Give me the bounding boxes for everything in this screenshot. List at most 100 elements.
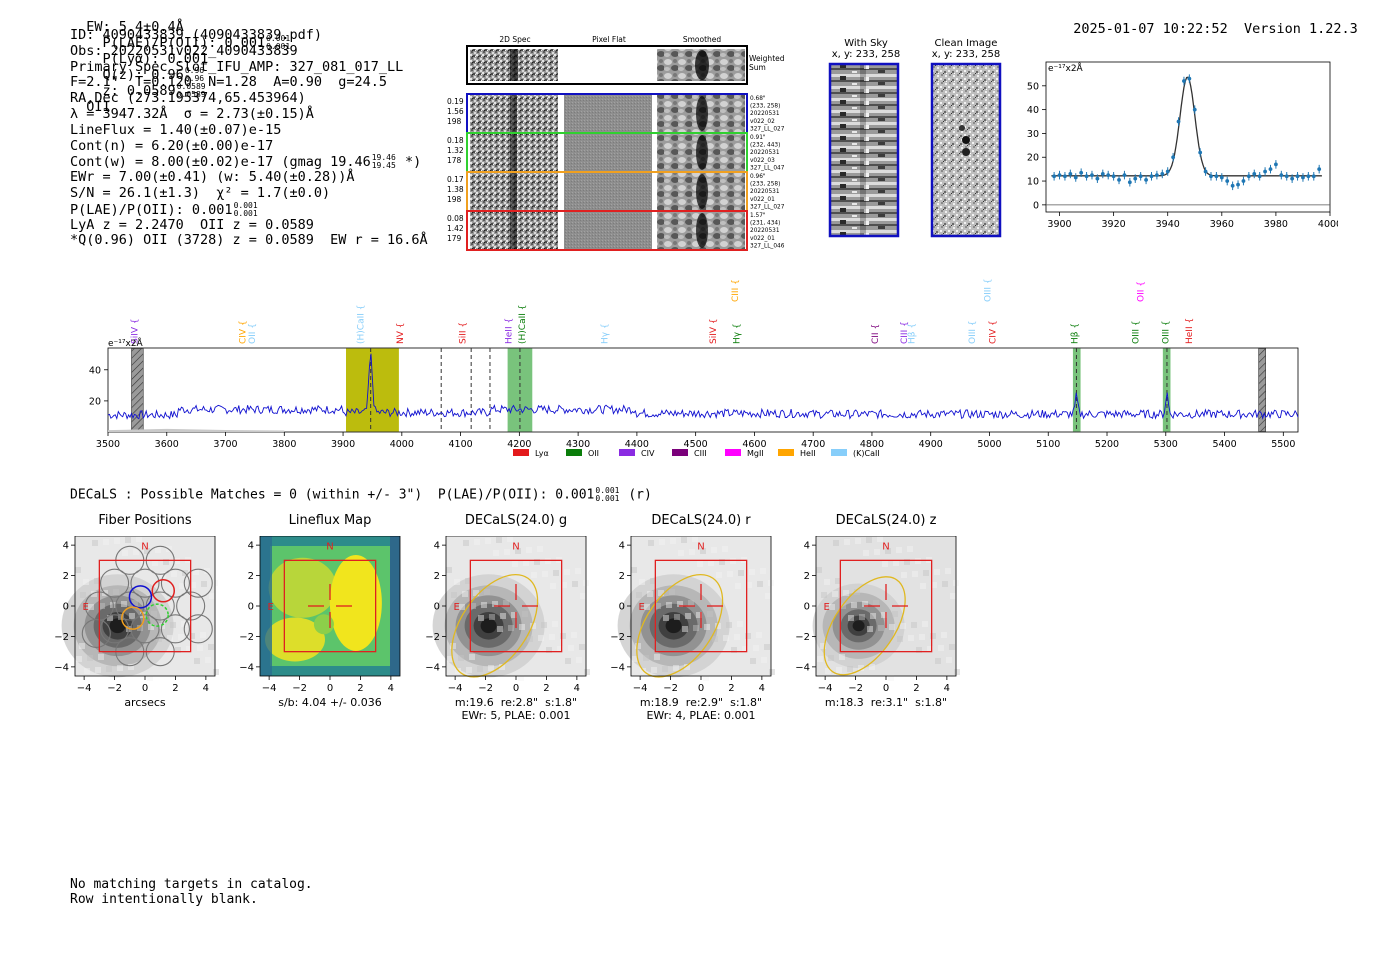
fit-data-point [1165,167,1170,176]
decals-search-box [839,559,933,653]
spec2d-row-meta: (231, 434) [750,221,780,227]
decals-search-box [98,559,192,653]
info-plae: P(LAE)/P(OII): 0.001 0.001 0.001 [70,200,258,218]
spec2d-col-label-2d: 2D Spec [499,35,530,44]
decals-x-tick-label: 0 [142,683,148,694]
fit-data-point [1203,167,1208,176]
decals-panel-caption-2: EWr: 4, PLAE: 0.001 [646,709,756,722]
decals-y-tick-label: 2 [434,571,440,582]
decals-panel-caption: arcsecs [124,696,166,709]
spec2d-row-stat: 198 [447,195,462,204]
spectrum-legend-item: CIV [619,449,655,458]
spectrum-line-label: SiII { [458,322,468,344]
spectrum-line-label: HeII { [1185,318,1195,344]
fit-y-tick-label: 10 [1027,177,1039,188]
spec2d-row-stat: 1.42 [447,224,464,233]
decals-panel-caption: s/b: 4.04 +/- 0.036 [278,696,382,709]
info-radec: RA,Dec (273.195374,65.453964) [70,90,306,107]
spectrum-x-tick-label: 5500 [1271,439,1295,450]
spec2d-row-meta: 20220531 [750,228,780,234]
fit-data-point [1290,174,1295,183]
fiber-circle [100,568,130,598]
decals-x-tick-label: −4 [818,683,833,694]
decals-panel-image: N E −4 −4 −2 −2 0 0 2 2 4 4 [425,536,590,694]
spectrum-masked-band [1258,348,1266,432]
fit-chart-frame [1045,61,1331,213]
fiber-circle [160,614,190,644]
fit-data-point [1295,172,1300,181]
spectrum-x-tick-label: 3800 [272,439,296,450]
fit-data-point [1127,177,1132,187]
spectrum-line-label: SiIV { [709,318,719,344]
footer-notes: No matching targets in catalog. Row inte… [70,877,313,907]
spectrum-line-label: (H)CaII { [357,305,367,345]
fiber-green [145,603,169,627]
decals-aperture-ellipse [451,573,539,678]
spec2d-row-stat: 179 [447,234,462,243]
spec2d-panel: 2D Spec Pixel Flat Smoothed Weighted Sum … [447,35,785,251]
fit-data-point [1187,74,1192,83]
fit-data-point [1084,172,1089,181]
spec2d-row-meta: (233, 258) [750,182,780,188]
decals-panel-title: DECaLS(24.0) z [835,513,937,528]
north-label: N [882,542,889,553]
svg-text:HeII: HeII [800,449,816,458]
svg-text:OII: OII [588,449,599,458]
fit-data-point [1311,172,1316,181]
spectrum-x-tick-label: 4900 [919,439,943,450]
decals-panel-title: Fiber Positions [98,513,192,528]
decals-panel-title: Lineflux Map [288,513,372,528]
east-label: E [638,602,644,613]
decals-y-tick-label: 4 [804,541,810,552]
decals-panel-caption: m:18.3 re:3.1" s:1.8" [824,696,948,709]
decals-x-tick-label: −4 [262,683,277,694]
decals-y-tick-label: 0 [434,602,440,613]
spectrum-line-label: CIII { [731,279,741,302]
decals-x-tick-label: 0 [513,683,519,694]
spectrum-x-tick-label: 4100 [448,439,472,450]
spectrum-legend-item: CIII [672,449,707,458]
info-id: ID: 4090433839 (4090433839.pdf) [70,27,322,43]
fit-x-tick-label: 3960 [1210,219,1234,230]
decals-search-box [283,559,377,653]
spectrum-frame [107,347,1299,433]
spectrum-line-label: CIV { [239,320,249,344]
spectrum-x-tick-label: 4000 [390,439,414,450]
fit-data-point [1057,170,1062,180]
spectrum-masked-band [131,348,144,432]
fit-data-point [1274,160,1278,169]
decals-panel-caption: m:18.9 re:2.9" s:1.8" [639,696,763,709]
fit-data-point [1117,175,1121,185]
fiber-red [151,579,176,603]
spectrum-legend-item: (K)CaII [831,449,880,458]
fit-y-tick-label: 0 [1033,200,1039,211]
info-ewr: EWr = 7.00(±0.41) (w: 5.40(±0.28))Å [70,169,355,186]
info-lambda: λ = 3947.32Å σ = 2.73(±0.15)Å [70,105,314,122]
spec2d-col-label-flat: Pixel Flat [592,35,626,44]
decals-y-tick-label: 0 [619,602,625,613]
decals-panel-image: N E −4 −4 −2 −2 0 0 2 2 4 4 [54,536,219,694]
footer-line-2: Row intentionally blank. [70,892,258,907]
spectrum-x-tick-label: 4700 [801,439,825,450]
fit-chart-ylabel: e⁻¹⁷x2Å [1048,62,1084,74]
decals-x-tick-label: −4 [633,683,648,694]
decals-summary: DECaLS : Possible Matches = 0 (within +/… [70,486,652,503]
fit-data-point [1246,172,1251,181]
decals-x-tick-label: 2 [172,683,178,694]
fit-data-point [1063,172,1067,181]
decals-y-tick-label: −4 [795,662,810,673]
info-block: ID: 4090433839 (4090433839.pdf) Obs: 202… [70,27,428,249]
spectrum-line-label: CII { [871,324,881,344]
spectrum-line-label: SiIV { [130,318,140,344]
spectrum-line-label: Hγ { [601,323,611,344]
fit-data-point [1073,173,1078,182]
decals-x-tick-label: 0 [327,683,333,694]
spectrum-x-tick-label: 3900 [331,439,355,450]
fit-data-point [1279,170,1284,180]
fit-data-point [1106,170,1111,180]
decals-search-box [469,559,563,653]
decals-y-tick-label: 4 [248,541,254,552]
clean-image-title: Clean Image [934,38,998,49]
